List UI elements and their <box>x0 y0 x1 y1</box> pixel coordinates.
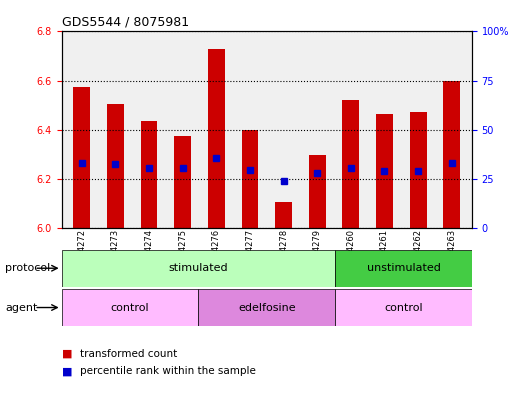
Bar <box>343 100 359 228</box>
FancyBboxPatch shape <box>199 289 335 326</box>
Text: unstimulated: unstimulated <box>367 263 441 273</box>
Text: ■: ■ <box>62 349 75 359</box>
Bar <box>443 81 460 228</box>
FancyBboxPatch shape <box>335 250 472 287</box>
Bar <box>410 112 426 228</box>
Bar <box>107 104 124 228</box>
Bar <box>309 156 326 228</box>
Text: ■: ■ <box>62 366 75 376</box>
Text: stimulated: stimulated <box>169 263 228 273</box>
Text: control: control <box>384 303 423 312</box>
Bar <box>141 121 157 228</box>
Text: protocol: protocol <box>5 263 50 273</box>
Text: transformed count: transformed count <box>80 349 177 359</box>
Text: agent: agent <box>5 303 37 312</box>
Bar <box>208 49 225 228</box>
FancyBboxPatch shape <box>335 289 472 326</box>
Bar <box>174 136 191 228</box>
Text: control: control <box>111 303 149 312</box>
Bar <box>376 114 393 228</box>
Bar <box>242 130 259 228</box>
Bar <box>275 202 292 228</box>
FancyBboxPatch shape <box>62 250 335 287</box>
Text: percentile rank within the sample: percentile rank within the sample <box>80 366 255 376</box>
Bar <box>73 87 90 228</box>
FancyBboxPatch shape <box>62 289 199 326</box>
Text: GDS5544 / 8075981: GDS5544 / 8075981 <box>62 16 189 29</box>
Text: edelfosine: edelfosine <box>238 303 295 312</box>
